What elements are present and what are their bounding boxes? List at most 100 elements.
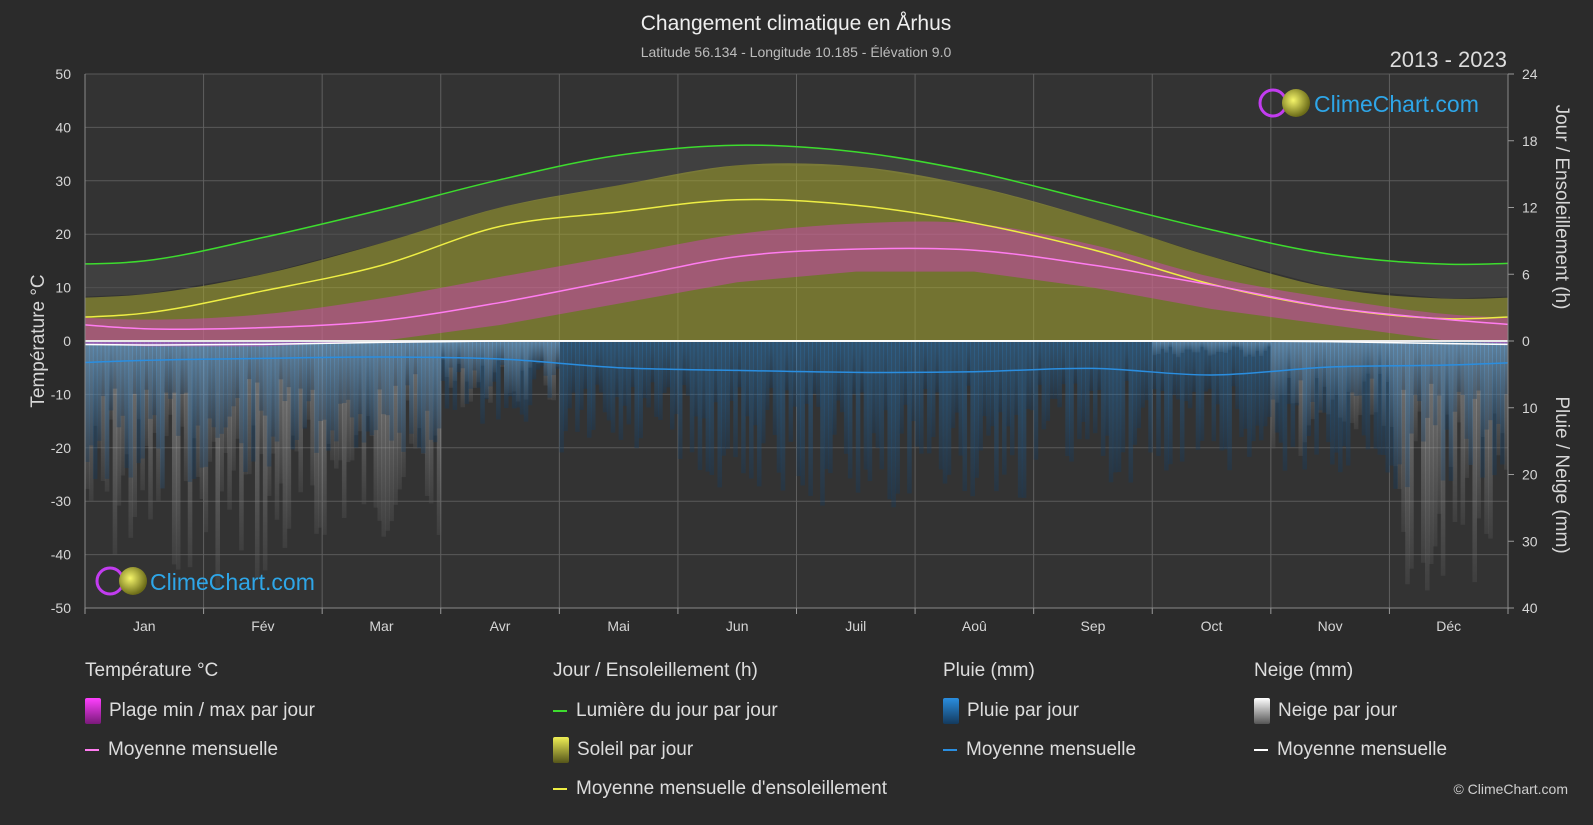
rain-daily-bar (140, 341, 145, 459)
rain-daily-bar (1219, 341, 1224, 451)
rain-daily-bar (531, 341, 537, 380)
temp-mean-line (85, 247, 1508, 331)
rain-daily-bar (930, 341, 936, 438)
rain-daily-bar (1397, 341, 1402, 465)
rain-daily-bar (642, 341, 647, 399)
rain-daily-bar (1049, 341, 1055, 399)
rain-daily-bar (345, 341, 351, 400)
snow-daily-bar (286, 341, 292, 529)
rain-daily-bar (511, 341, 517, 409)
rain-daily-bar (911, 341, 916, 422)
y-right-top-tick-label: 12 (1522, 200, 1538, 216)
snow-daily-bar (1428, 341, 1434, 564)
rain-daily-bar (100, 341, 106, 397)
rain-daily-bar (1480, 341, 1485, 478)
rain-daily-bar (1096, 341, 1102, 391)
rain-daily-bar (614, 341, 620, 398)
rain-daily-bar (1440, 341, 1446, 481)
rain-daily-bar (1326, 341, 1331, 443)
rain-daily-bar (322, 341, 327, 420)
rain-daily-bar (349, 341, 355, 418)
rain-daily-bar (243, 341, 248, 472)
rain-daily-bar (1120, 341, 1126, 453)
legend-snow-daily: Neige par jour (1278, 700, 1398, 721)
rain-daily-bar (1274, 341, 1280, 433)
legend-rain: Pluie (mm) Pluie par jour Moyenne mensue… (943, 660, 1136, 774)
rain-daily-bar (1306, 341, 1311, 436)
rain-daily-bar (318, 341, 323, 421)
rain-daily-bar (879, 341, 885, 470)
rain-daily-bar (713, 341, 719, 403)
snow-daily-bar (1409, 341, 1414, 569)
rain-daily-bar (839, 341, 845, 413)
rain-daily-bar (563, 341, 568, 432)
y-left-tick-label: -40 (51, 547, 71, 563)
legend-sun: Jour / Ensoleillement (h) Lumière du jou… (553, 660, 887, 813)
rain-daily-bar (195, 341, 201, 426)
rain-daily-bar (788, 341, 794, 442)
snow-daily-bar (1432, 341, 1438, 547)
rain-daily-bar (812, 341, 817, 394)
temp-mean-line-icon (85, 749, 99, 751)
rain-daily-bar (452, 341, 458, 410)
rain-daily-bar (1081, 341, 1086, 422)
rain-daily-bar (792, 341, 798, 407)
rain-daily-bar (1041, 341, 1047, 430)
y-right-bottom-tick-label: 10 (1522, 400, 1538, 416)
snow-daily-bar (381, 341, 387, 537)
rain-daily-bar (1357, 341, 1363, 396)
rain-daily-bar (1156, 341, 1161, 456)
rain-daily-bar (1104, 341, 1110, 436)
snow-daily-bar (1504, 341, 1508, 470)
rain-daily-bar (1381, 341, 1387, 455)
rain-daily-bar (575, 341, 580, 432)
legend-daylight: Lumière du jour par jour (576, 700, 778, 721)
snow-daily-bar (262, 341, 268, 571)
rain-daily-bar (492, 341, 497, 382)
rain-daily-bar (1338, 341, 1343, 473)
rain-daily-bar (618, 341, 624, 440)
rain-daily-bar (938, 341, 944, 470)
rain-daily-bar (432, 341, 438, 443)
rain-daily-bar (1322, 341, 1327, 413)
rain-daily-bar (1405, 341, 1410, 488)
rain-daily-bar (1037, 341, 1043, 385)
rain-daily-bar (1310, 341, 1315, 402)
x-tick-label: Avr (490, 618, 511, 634)
rain-daily-bar (128, 341, 134, 478)
rain-daily-bar (219, 341, 224, 434)
rain-daily-bar (895, 341, 900, 494)
snow-mean-line-icon (1254, 749, 1268, 751)
rain-daily-bar (1207, 341, 1213, 389)
legend-temp-range: Plage min / max par jour (109, 700, 315, 721)
rain-daily-bar (780, 341, 786, 491)
rain-daily-bar (1191, 341, 1197, 392)
legend-temp-mean: Moyenne mensuelle (108, 739, 279, 760)
rain-daily-bar (341, 341, 347, 403)
rain-daily-bar (132, 341, 137, 394)
rain-daily-bar (420, 341, 426, 454)
rain-daily-bar (741, 341, 746, 474)
rain-daily-bar (1108, 341, 1114, 483)
daylight-line-icon (553, 710, 567, 712)
rain-daily-bar (1223, 341, 1228, 450)
rain-daily-bar (1017, 341, 1023, 498)
rain-daily-bar (859, 341, 865, 393)
rain-daily-bar (1025, 341, 1031, 409)
rain-daily-bar (1286, 341, 1292, 404)
rain-daily-bar (986, 341, 991, 436)
rain-daily-bar (472, 341, 477, 371)
rain-daily-bar (768, 341, 774, 388)
rain-daily-bar (1409, 341, 1414, 434)
rain-daily-bar (535, 341, 541, 370)
rain-daily-bar (594, 341, 600, 385)
rain-daily-bar (337, 341, 343, 404)
rain-daily-bar (1262, 341, 1268, 427)
rain-daily-bar (1183, 341, 1189, 402)
rain-daily-bar (887, 341, 892, 500)
rain-daily-bar (1290, 341, 1296, 447)
y-left-tick-label: 10 (55, 280, 71, 296)
rain-daily-bar (270, 341, 276, 437)
rain-daily-bar (1132, 341, 1138, 445)
